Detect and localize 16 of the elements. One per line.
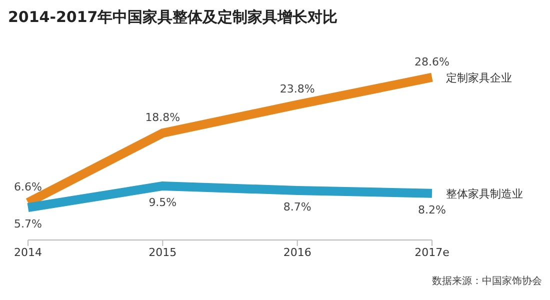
data-label: 23.8% — [280, 82, 315, 96]
source-note: 数据来源：中国家饰协会 — [431, 274, 542, 288]
x-tick-label: 2016 — [283, 246, 312, 259]
x-tick-label: 2014 — [14, 246, 42, 259]
data-label: 18.8% — [145, 111, 180, 124]
data-label: 5.7% — [14, 218, 42, 231]
x-tick-label: 2015 — [148, 246, 177, 259]
data-label: 6.6% — [14, 180, 42, 194]
data-label: 9.5% — [148, 196, 177, 209]
data-label: 8.7% — [283, 200, 312, 214]
data-label: 28.6% — [414, 55, 450, 68]
series-label: 整体家具制造业 — [446, 187, 523, 200]
data-label: 8.2% — [418, 203, 446, 216]
series-label: 定制家具企业 — [446, 71, 512, 84]
x-tick-label: 2017e — [414, 246, 450, 259]
chart-title: 2014-2017年中国家具整体及定制家具增长对比 — [8, 8, 339, 28]
